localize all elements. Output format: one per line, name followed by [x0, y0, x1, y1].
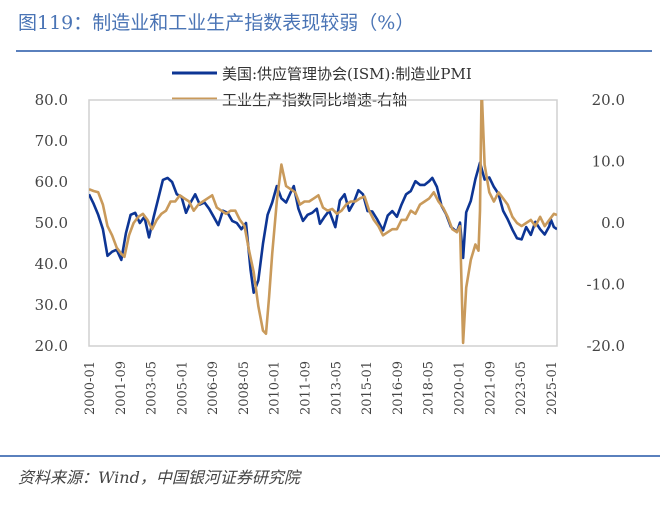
y-right-tick-label: -10.0	[587, 276, 625, 294]
x-tick-label: 2000-01	[83, 361, 98, 415]
x-tick-label: 2021-09	[483, 361, 498, 415]
source-divider	[0, 455, 660, 457]
x-tick-label: 2001-09	[114, 361, 129, 415]
y-left-tick-label: 50.0	[35, 214, 68, 232]
y-left-tick-label: 20.0	[35, 337, 68, 355]
x-tick-label: 2011-09	[299, 361, 314, 415]
y-left-tick-label: 30.0	[35, 296, 68, 314]
x-tick-label: 2006-09	[206, 361, 221, 415]
y-right-tick-label: 0.0	[601, 214, 625, 232]
y-left-tick-label: 70.0	[35, 132, 68, 150]
x-tick-label: 2005-01	[175, 361, 190, 415]
x-tick-label: 2023-05	[514, 361, 529, 415]
x-tick-label: 2003-05	[145, 361, 160, 415]
y-left-tick-label: 80.0	[35, 91, 68, 109]
source-note: 资料来源：Wind，中国银河证券研究院	[18, 468, 300, 487]
y-left-tick-label: 40.0	[35, 255, 68, 273]
x-tick-label: 2015-01	[360, 361, 375, 415]
series-line-pmi	[89, 161, 557, 294]
legend: 美国:供应管理协会(ISM):制造业PMI 工业生产指数同比增速-右轴	[172, 65, 472, 109]
y-right-tick-label: -20.0	[587, 337, 625, 355]
y-left-tick-label: 60.0	[35, 173, 68, 191]
x-tick-label: 2016-09	[391, 361, 406, 415]
x-tick-label: 2010-01	[268, 361, 283, 415]
title-divider	[16, 50, 652, 52]
plot-frame	[88, 99, 558, 347]
figure-title: 图119：制造业和工业生产指数表现较弱（%）	[18, 12, 415, 34]
series-line-ip	[89, 100, 557, 345]
x-tick-label: 2025-01	[545, 361, 560, 415]
x-tick-label: 2013-05	[329, 361, 344, 415]
y-right-tick-label: 10.0	[592, 153, 625, 171]
x-tick-label: 2018-05	[422, 361, 437, 415]
legend-label-pmi: 美国:供应管理协会(ISM):制造业PMI	[222, 65, 472, 83]
x-tick-label: 2020-01	[452, 361, 467, 415]
chart: 美国:供应管理协会(ISM):制造业PMI 工业生产指数同比增速-右轴 20.0…	[35, 65, 625, 415]
x-tick-label: 2008-05	[237, 361, 252, 415]
y-right-tick-label: 20.0	[592, 91, 625, 109]
